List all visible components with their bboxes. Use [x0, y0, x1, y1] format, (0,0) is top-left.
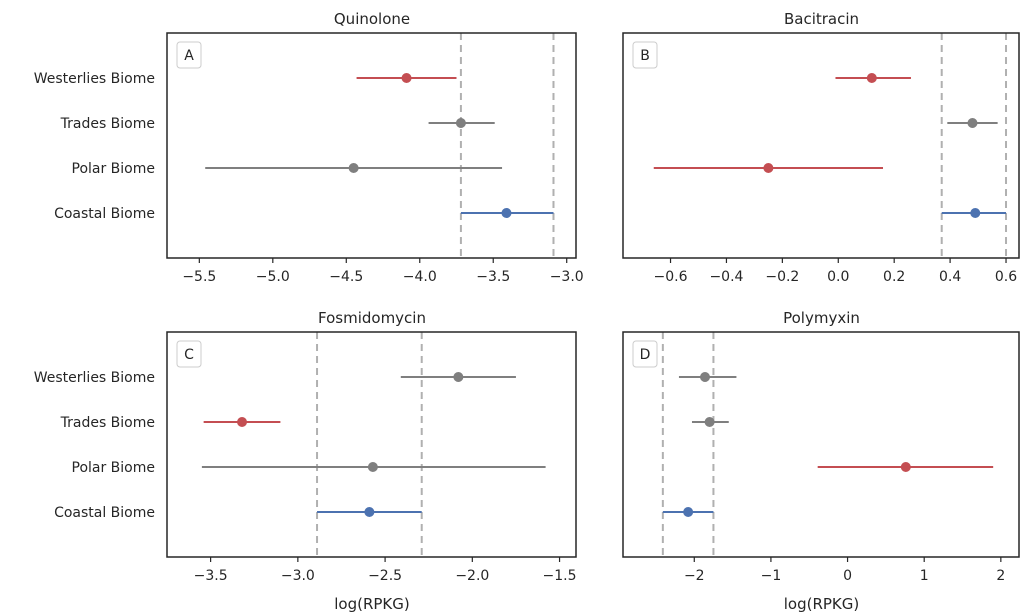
x-tick-label: −4.5: [329, 269, 363, 285]
y-category-label: Trades Biome: [60, 116, 155, 132]
mean-point-4: [364, 507, 375, 517]
mean-point-1: [401, 73, 412, 83]
x-tick-label: 1: [920, 568, 929, 584]
x-tick-label: 0.2: [883, 269, 905, 285]
x-tick-label: −3.5: [476, 269, 510, 285]
panel-a: A Quinolone −5.5 −5.0 −4.5 −4.0 −3.5 −3.0 Wester…: [34, 10, 584, 285]
panel-label: D: [640, 347, 651, 363]
panel-b: B Bacitracin −0.6 −0.4 −0.2 0.0 0.2 0.4 0.6: [622, 10, 1020, 285]
mean-point-2: [967, 118, 978, 128]
panel-label: A: [184, 48, 194, 64]
panel-label: C: [184, 347, 194, 363]
panel-title: Fosmidomycin: [318, 309, 426, 327]
x-tick-label: 0.0: [827, 269, 849, 285]
x-tick-label: −2.0: [455, 568, 489, 584]
panel-c: C Fosmidomycin −3.5 −3.0 −2.5 −2.0 −1.5 log(RPK…: [34, 309, 577, 613]
panel-label-box: [176, 41, 202, 69]
panel-label-box: [632, 41, 658, 69]
x-tick-label: −2: [684, 568, 705, 584]
x-tick-label: 0.6: [995, 269, 1017, 285]
plot-frame: [166, 331, 577, 558]
panel-d: D Polymyxin −2 −1 0 1 2 log(RPKG): [622, 309, 1020, 613]
mean-point-3: [763, 163, 774, 173]
y-category-label: Coastal Biome: [54, 206, 155, 222]
x-tick-label: −0.4: [709, 269, 743, 285]
x-tick-label: 2: [996, 568, 1005, 584]
plot-frame: [166, 32, 577, 259]
y-category-label: Polar Biome: [72, 460, 156, 476]
x-tick-label: −1: [761, 568, 782, 584]
x-tick-label: −5.5: [182, 269, 216, 285]
mean-point-4: [683, 507, 694, 517]
x-tick-label: −1.5: [543, 568, 577, 584]
x-tick-label: −3.0: [550, 269, 584, 285]
x-tick-label: −0.2: [765, 269, 799, 285]
mean-point-3: [900, 462, 911, 472]
x-axis-label: log(RPKG): [784, 595, 860, 613]
mean-point-1: [866, 73, 877, 83]
mean-point-2: [704, 417, 715, 427]
y-category-label: Trades Biome: [60, 415, 155, 431]
x-tick-label: −2.5: [368, 568, 402, 584]
x-axis-label: log(RPKG): [334, 595, 410, 613]
panel-title: Bacitracin: [784, 10, 859, 28]
x-tick-label: −5.0: [256, 269, 290, 285]
y-category-label: Polar Biome: [72, 161, 156, 177]
mean-point-2: [455, 118, 466, 128]
panel-label-box: [176, 340, 202, 368]
y-category-label: Coastal Biome: [54, 505, 155, 521]
y-category-label: Westerlies Biome: [34, 71, 155, 87]
panel-title: Polymyxin: [783, 309, 860, 327]
x-tick-label: −0.6: [654, 269, 688, 285]
panel-title: Quinolone: [334, 10, 410, 28]
mean-point-3: [367, 462, 378, 472]
x-tick-label: −4.0: [403, 269, 437, 285]
mean-point-4: [970, 208, 981, 218]
plot-frame: [622, 331, 1020, 558]
x-tick-label: −3.5: [194, 568, 228, 584]
mean-point-4: [501, 208, 512, 218]
x-tick-label: 0: [843, 568, 852, 584]
panel-label: B: [640, 48, 650, 64]
mean-point-1: [453, 372, 464, 382]
y-category-label: Westerlies Biome: [34, 370, 155, 386]
mean-point-1: [700, 372, 711, 382]
plot-frame: [622, 32, 1020, 259]
mean-point-2: [237, 417, 248, 427]
panel-label-box: [632, 340, 658, 368]
mean-point-3: [348, 163, 359, 173]
x-tick-label: 0.4: [939, 269, 961, 285]
x-tick-label: −3.0: [281, 568, 315, 584]
